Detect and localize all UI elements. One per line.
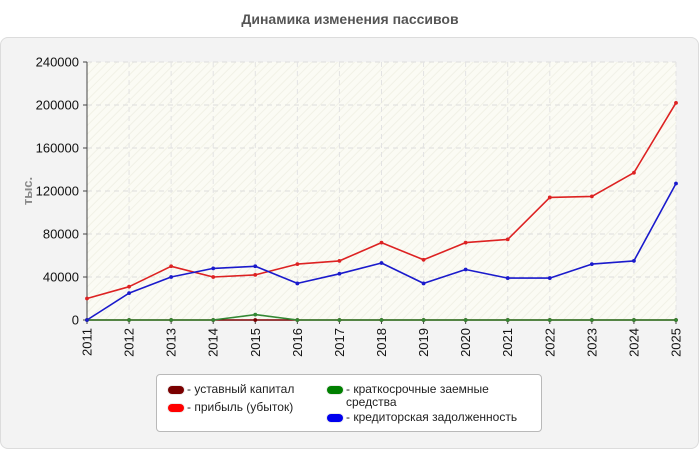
grid [87, 61, 677, 320]
data-point[interactable] [85, 296, 89, 301]
data-point[interactable] [632, 258, 636, 263]
data-point[interactable] [169, 275, 174, 279]
data-point[interactable] [379, 261, 384, 265]
data-point[interactable] [127, 284, 131, 289]
x-tick-label: 2014 [206, 328, 221, 357]
y-tick-label: 240000 [36, 55, 79, 70]
x-tick-labels: 2011 2012 2013 2014 2015 2016 2017 2018 2019 2020… [80, 328, 684, 357]
data-point[interactable] [85, 318, 89, 322]
data-point[interactable] [674, 181, 678, 186]
data-point[interactable] [421, 318, 426, 322]
x-tick-label: 2016 [290, 328, 305, 357]
y-tick-labels: 0 40000 80000 120000 160000 200000 240000 [36, 55, 79, 328]
data-point[interactable] [589, 262, 594, 266]
data-point[interactable] [589, 194, 594, 199]
data-point[interactable] [295, 281, 300, 286]
data-point[interactable] [295, 318, 300, 322]
data-point[interactable] [337, 258, 342, 263]
data-point[interactable] [589, 318, 594, 322]
legend-label: - краткосрочные заемные средства [346, 382, 489, 409]
data-point[interactable] [379, 318, 384, 322]
data-point[interactable] [463, 318, 468, 322]
data-point[interactable] [421, 281, 426, 286]
x-tick-label: 2020 [458, 328, 473, 357]
data-point[interactable] [169, 318, 174, 322]
data-point[interactable] [253, 312, 258, 317]
data-point[interactable] [674, 318, 678, 322]
data-point[interactable] [463, 267, 468, 272]
data-point[interactable] [127, 291, 131, 296]
legend-swatch [168, 404, 184, 412]
y-tick-label: 200000 [36, 98, 79, 113]
data-point[interactable] [211, 275, 216, 279]
data-point[interactable] [211, 266, 216, 271]
y-tick-label: 80000 [43, 227, 79, 242]
legend-swatch [327, 386, 343, 394]
legend: - уставный капитал - краткосрочные заемн… [156, 374, 542, 432]
legend-item-short-term-loans[interactable]: - краткосрочные заемные средства [327, 383, 532, 409]
data-point[interactable] [253, 318, 258, 322]
y-tick-label: 40000 [43, 270, 79, 285]
data-point[interactable] [632, 318, 636, 322]
data-point[interactable] [379, 240, 384, 245]
data-point[interactable] [505, 276, 510, 280]
data-point[interactable] [253, 272, 258, 277]
y-axis-label: тыс. [20, 177, 35, 205]
x-tick-label: 2013 [164, 328, 179, 357]
legend-item-profit-loss[interactable]: - прибыль (убыток) [168, 401, 293, 414]
x-tick-label: 2019 [416, 328, 431, 357]
x-tick-label: 2011 [80, 328, 95, 356]
data-point[interactable] [253, 264, 258, 269]
data-point[interactable] [169, 264, 174, 269]
legend-label: - кредиторская задолженность [346, 410, 518, 424]
x-tick-label: 2024 [626, 328, 641, 357]
y-tick-label: 160000 [36, 141, 79, 156]
data-point[interactable] [127, 318, 131, 322]
legend-item-charter-capital[interactable]: - уставный капитал [168, 383, 294, 396]
data-point[interactable] [632, 170, 636, 175]
legend-swatch [327, 414, 343, 422]
data-point[interactable] [505, 318, 510, 322]
data-point[interactable] [547, 318, 552, 322]
x-tick-label: 2021 [500, 328, 515, 357]
y-tick-label: 120000 [36, 184, 79, 199]
data-point[interactable] [547, 195, 552, 200]
legend-swatch [168, 386, 184, 394]
data-point[interactable] [337, 318, 342, 322]
x-tick-label: 2023 [584, 328, 599, 357]
x-tick-label: 2015 [248, 328, 263, 357]
y-tick-label: 0 [72, 313, 79, 328]
x-tick-label: 2025 [669, 328, 684, 357]
x-tick-label: 2012 [122, 328, 137, 357]
data-point[interactable] [211, 318, 216, 322]
data-point[interactable] [505, 237, 510, 242]
data-point[interactable] [674, 100, 678, 105]
data-point[interactable] [421, 257, 426, 262]
legend-label: - уставный капитал [187, 382, 295, 396]
legend-item-accounts-payable[interactable]: - кредиторская задолженность [327, 411, 517, 424]
x-tick-label: 2017 [332, 328, 347, 357]
x-tick-label: 2022 [542, 328, 557, 357]
x-tick-label: 2018 [374, 328, 389, 357]
data-point[interactable] [337, 271, 342, 276]
data-point[interactable] [463, 240, 468, 245]
data-point[interactable] [547, 276, 552, 280]
series-markers [85, 100, 678, 322]
chart-title: Динамика изменения пассивов [241, 11, 459, 27]
data-point[interactable] [295, 262, 300, 266]
legend-label: - прибыль (убыток) [187, 400, 294, 414]
